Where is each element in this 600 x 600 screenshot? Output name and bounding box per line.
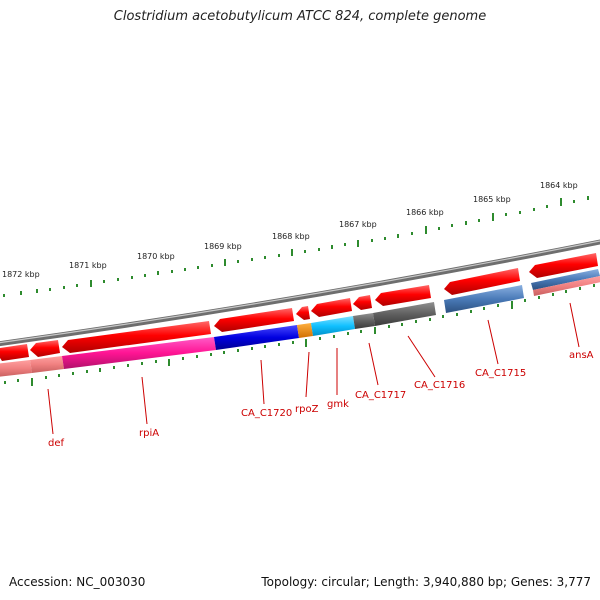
gene-label-rpiA: rpiA — [139, 428, 159, 439]
cds-arrow — [296, 306, 310, 320]
forward-strand-features — [0, 253, 598, 361]
scale-label-1870: 1870 kbp — [137, 252, 175, 261]
gene-labels: def rpiA CA_C1720 rpoZ gmk CA_C1717 CA_C… — [48, 350, 594, 449]
gene-bar-gmk — [311, 316, 355, 336]
topology-label: Topology: circular; Length: 3,940,880 bp… — [261, 575, 591, 589]
gene-bar-CA_C1720 — [214, 325, 299, 350]
cds-arrow — [0, 344, 29, 361]
gene-bar-CA_C1715 — [444, 285, 524, 313]
cds-arrow — [214, 308, 294, 332]
scale-label-1871: 1871 kbp — [69, 261, 107, 270]
gene-label-CA_C1715: CA_C1715 — [475, 368, 526, 379]
gene-label-def: def — [48, 438, 65, 449]
gene-label-gmk: gmk — [327, 399, 349, 410]
gene-bar-ansA — [531, 269, 600, 290]
gene-bar-CA_C1716 — [373, 302, 436, 326]
map-title: Clostridium acetobutylicum ATCC 824, com… — [113, 9, 487, 24]
cds-arrow — [529, 253, 598, 278]
gene-bar — [0, 360, 32, 377]
cds-arrow — [30, 340, 60, 357]
scale-label-1872: 1872 kbp — [2, 270, 40, 279]
scale-label-1865: 1865 kbp — [473, 195, 511, 204]
inner-scale-ticks — [4, 284, 595, 386]
outer-scale-ticks — [3, 196, 589, 297]
scale-labels: 1872 kbp 1871 kbp 1870 kbp 1869 kbp 1868… — [2, 181, 578, 279]
gene-label-CA_C1716: CA_C1716 — [414, 380, 465, 391]
cds-arrow — [375, 285, 431, 306]
scale-label-1867: 1867 kbp — [339, 220, 377, 229]
gene-bar-ansA-lower — [533, 276, 600, 296]
label-leaders — [47, 302, 580, 435]
gene-bar-CA_C1717 — [353, 313, 375, 329]
cds-arrow — [444, 268, 520, 295]
accession-label: Accession: NC_003030 — [9, 575, 146, 589]
gene-label-ansA: ansA — [569, 350, 594, 361]
gene-label-rpoZ: rpoZ — [295, 404, 319, 415]
gene-label-CA_C1720: CA_C1720 — [241, 408, 292, 419]
gene-bar-rpiA — [62, 337, 216, 369]
scale-label-1869: 1869 kbp — [204, 242, 242, 251]
cds-arrow — [353, 295, 372, 310]
gene-bar-rpoZ — [297, 323, 313, 338]
cds-arrow — [311, 298, 352, 317]
gene-label-CA_C1717: CA_C1717 — [355, 390, 406, 401]
scale-label-1868: 1868 kbp — [272, 232, 310, 241]
scale-label-1866: 1866 kbp — [406, 208, 444, 217]
reverse-strand-features — [0, 269, 600, 377]
cds-arrow — [62, 321, 211, 353]
genome-backbone — [0, 239, 600, 347]
gene-bar — [30, 356, 64, 373]
scale-label-1864: 1864 kbp — [540, 181, 578, 190]
